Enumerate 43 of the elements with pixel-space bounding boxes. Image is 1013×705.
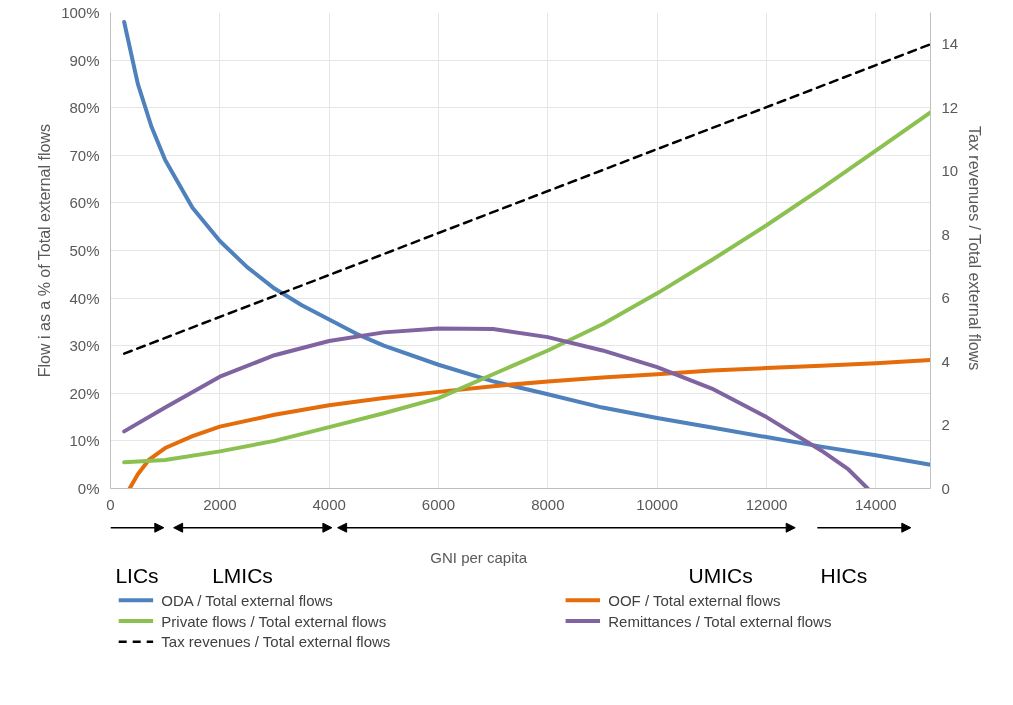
y-tick-label: 50% [69, 242, 100, 259]
legend-label: OOF / Total external flows [608, 591, 781, 609]
x-tick-label: 2000 [203, 495, 237, 513]
y-tick-label: 0% [77, 480, 100, 497]
line-series [127, 357, 931, 489]
line-series [122, 110, 931, 465]
x-tick-label: 14000 [854, 495, 897, 513]
legend-label: Remittances / Total external flows [608, 612, 832, 630]
y-tick-label: 40% [69, 289, 100, 307]
y-tick-label: 80% [69, 99, 100, 117]
y-tick-label: 20% [69, 384, 100, 402]
y-tick-label: 10% [69, 432, 100, 450]
y-tick-label: 70% [69, 146, 100, 164]
x-axis-title: GNI per capita [430, 548, 528, 566]
line-series [122, 20, 931, 467]
y2-tick-label: 8 [941, 225, 950, 243]
y2-tick-label: 12 [941, 98, 959, 116]
y2-tick-label: 2 [941, 416, 950, 434]
y2-tick-label: 0 [941, 479, 950, 497]
text: LMICs [212, 563, 273, 587]
y2-tick-label: 6 [941, 289, 950, 307]
x-tick-label: 0 [106, 495, 115, 513]
legend-label: ODA / Total external flows [161, 591, 333, 609]
y2-tick-label: 10 [941, 162, 959, 180]
text: HICs [820, 563, 868, 587]
y2-tick-label: 4 [941, 352, 950, 370]
legend-label: Private flows / Total external flows [161, 612, 387, 630]
x-tick-label: 12000 [745, 495, 788, 513]
text: UMICs [688, 563, 753, 587]
y-tick-label: 90% [69, 51, 100, 69]
y-tick-label: 30% [69, 337, 100, 355]
x-tick-label: 4000 [312, 495, 346, 513]
x-tick-label: 10000 [636, 495, 679, 513]
x-tick-label: 6000 [421, 495, 456, 513]
y-tick-label: 100% [61, 4, 100, 21]
text: LICs [115, 563, 159, 587]
y-tick-label: 60% [69, 194, 100, 212]
y2-axis-title: Tax revenues / Total external flows [966, 126, 984, 371]
y2-tick-label: 14 [941, 35, 959, 53]
x-tick-label: 8000 [531, 495, 565, 513]
legend-label: Tax revenues / Total external flows [161, 633, 391, 651]
line-series [122, 326, 870, 489]
y-axis-title: Flow i as a % of Total external flows [36, 124, 54, 378]
